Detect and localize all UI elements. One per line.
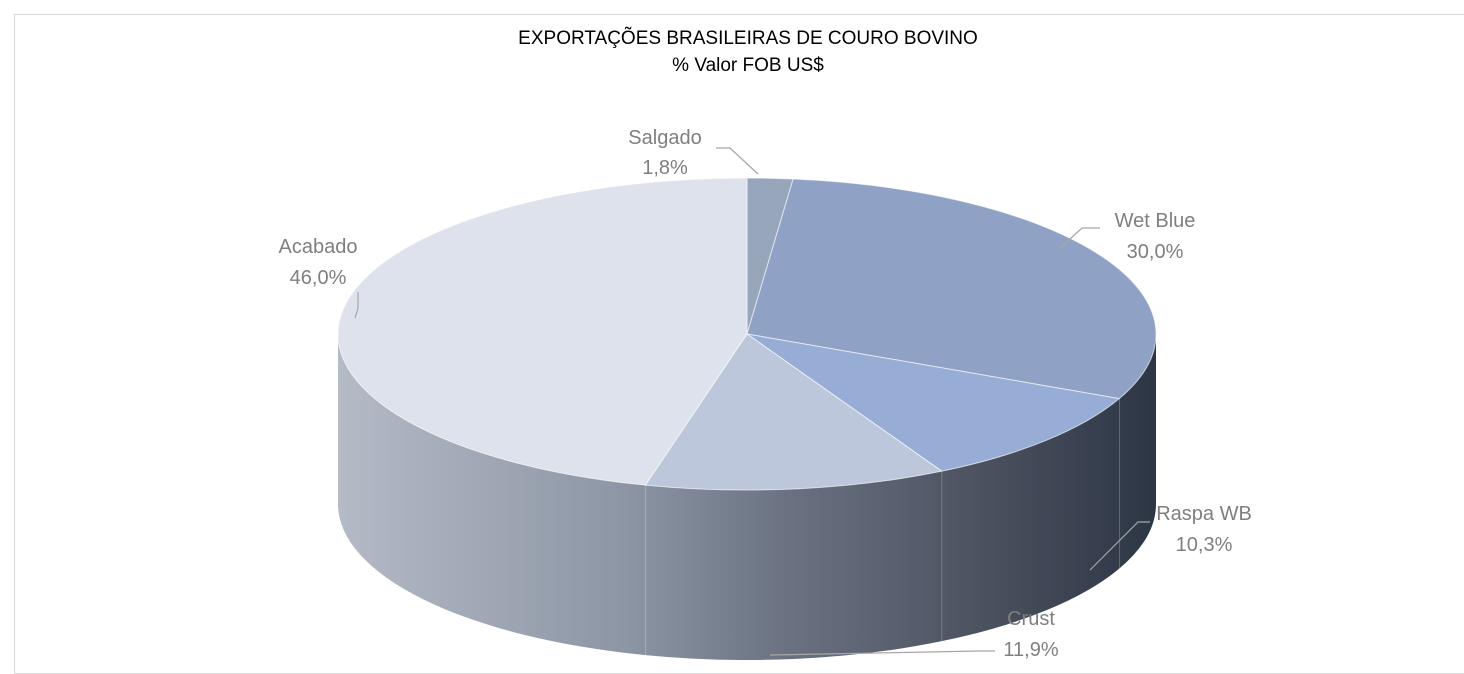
leader-line-crust [769, 650, 995, 656]
chart-title: EXPORTAÇÕES BRASILEIRAS DE COURO BOVINO [518, 27, 978, 49]
slice-name-wet-blue: Wet Blue [1115, 210, 1196, 232]
chart-subtitle: % Valor FOB US$ [672, 55, 824, 76]
leader-line-acabado [354, 292, 359, 319]
pie-tops [337, 177, 1157, 491]
slice-name-salgado: Salgado [628, 127, 701, 149]
slice-name-crust: Crust [1007, 608, 1055, 630]
pie-chart: EXPORTAÇÕES BRASILEIRAS DE COURO BOVINO … [279, 27, 1252, 660]
slice-value-wet-blue: 30,0% [1127, 241, 1184, 263]
pie-side-raspa-wb [941, 398, 1120, 642]
slice-name-raspa-wb: Raspa WB [1156, 503, 1252, 525]
pie-slice-raspa-wb [746, 333, 1121, 472]
pie-sides [338, 334, 1156, 660]
pie-side-acabado [338, 334, 646, 656]
slice-name-acabado: Acabado [279, 236, 358, 258]
leader-line-salgado [716, 147, 759, 175]
slice-value-salgado: 1,8% [642, 157, 688, 179]
data-labels: Salgado 1,8% Wet Blue 30,0% Raspa WB 10,3% Cru… [279, 127, 1252, 660]
leader-lines [354, 147, 1150, 656]
slice-value-crust: 11,9% [1003, 639, 1058, 660]
pie-slice-crust [644, 333, 944, 491]
leader-line-wet-blue [1059, 227, 1100, 249]
slice-value-raspa-wb: 10,3% [1176, 534, 1233, 556]
pie-slice-acabado [337, 177, 748, 486]
slice-value-acabado: 46,0% [290, 267, 347, 289]
pie-side-crust [645, 471, 942, 660]
pie-slice-wet-blue [746, 178, 1157, 400]
leader-line-raspa-wb [1089, 521, 1150, 571]
pie-side-wet-blue [1119, 334, 1156, 569]
